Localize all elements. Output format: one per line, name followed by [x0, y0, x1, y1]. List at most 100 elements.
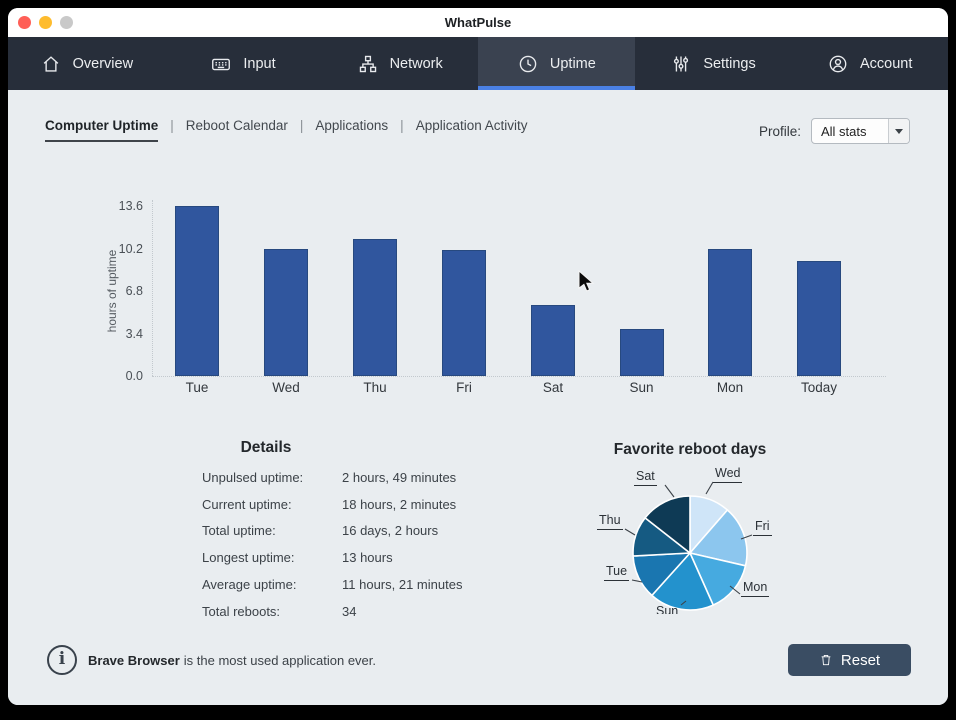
tab-network[interactable]: Network	[321, 37, 478, 90]
subnav-separator: |	[400, 118, 404, 133]
clock-icon	[519, 55, 537, 72]
tab-uptime[interactable]: Uptime	[478, 37, 635, 90]
detail-row: Longest uptime: 13 hours	[202, 544, 462, 571]
detail-label: Current uptime:	[202, 496, 292, 512]
detail-label: Total uptime:	[202, 523, 276, 539]
y-axis-line	[152, 200, 153, 376]
pie-slice-sun	[651, 552, 714, 611]
pie-slice-fri	[689, 509, 748, 567]
content-area: Computer Uptime | Reboot Calendar | Applicat…	[8, 90, 948, 705]
home-icon	[43, 55, 58, 72]
bar-thu	[353, 238, 397, 376]
detail-value: 34	[342, 603, 357, 619]
profile-label: Profile:	[758, 123, 801, 139]
pie-label-mon: Mon	[741, 580, 770, 597]
footer-message-rest: is the most used application ever.	[183, 652, 377, 668]
detail-value: 18 hours, 2 minutes	[342, 496, 457, 512]
bar-sun	[619, 328, 664, 376]
subnav-item-applications[interactable]: Applications	[315, 118, 389, 133]
sliders-icon	[674, 55, 689, 72]
window-title: WhatPulse	[444, 15, 512, 30]
keyboard-icon	[212, 58, 231, 70]
detail-row: Total uptime: 16 days, 2 hours	[202, 518, 462, 545]
tab-input[interactable]: Input	[165, 37, 322, 90]
pie-label-leader	[705, 481, 714, 495]
pie-label-fri: Fri	[753, 519, 772, 536]
detail-label: Average uptime:	[202, 577, 297, 593]
y-tick-label: 0.0	[125, 369, 143, 383]
pie-label-leader	[680, 600, 687, 606]
tab-label: Settings	[703, 55, 756, 72]
subnav-separator: |	[170, 118, 174, 133]
x-tick-label: Tue	[185, 380, 209, 395]
bar-sat	[531, 304, 575, 376]
dropdown-arrow-button[interactable]	[888, 119, 909, 143]
bar-mon	[708, 248, 752, 376]
footer-message-app: Brave Browser	[88, 652, 180, 668]
pie-label-leader	[729, 585, 741, 595]
bar-fri	[442, 249, 486, 376]
pie-title: Favorite reboot days	[613, 441, 767, 458]
network-icon	[359, 55, 376, 72]
tab-settings[interactable]: Settings	[635, 37, 792, 90]
y-tick-label: 3.4	[125, 326, 143, 341]
close-button[interactable]	[18, 16, 31, 29]
x-tick-label: Sun	[629, 380, 654, 395]
tab-label: Input	[243, 55, 276, 72]
subnav-item-application-activity[interactable]: Application Activity	[415, 118, 528, 133]
x-tick-label: Sat	[542, 380, 564, 395]
x-tick-label: Mon	[716, 380, 744, 395]
details-table: Unpulsed uptime: 2 hours, 49 minutes Curre…	[202, 464, 462, 625]
subnav-item-reboot-calendar[interactable]: Reboot Calendar	[185, 118, 288, 133]
pie-slice-sat	[644, 495, 691, 554]
info-icon: i	[47, 645, 77, 675]
reset-button-label: Reset	[840, 651, 881, 669]
pie-label-leader	[664, 484, 675, 498]
detail-value: 11 hours, 21 minutes	[342, 577, 463, 593]
profile-dropdown[interactable]: All stats	[811, 118, 910, 144]
tab-label: Uptime	[549, 55, 596, 72]
tab-overview[interactable]: Overview	[8, 37, 165, 90]
trash-icon	[821, 655, 831, 666]
tab-label: Network	[389, 55, 443, 72]
pie-label-leader	[624, 528, 636, 536]
uptime-bar-chart: hours of uptime 13.6 10.2 6.8 3.4 0.0 Tue Wed T…	[98, 198, 898, 403]
detail-value: 2 hours, 49 minutes	[342, 469, 457, 485]
x-tick-label: Today	[800, 380, 838, 395]
pie-label-leader	[631, 579, 643, 583]
footer-message: Brave Browser is the most used applicati…	[88, 645, 376, 675]
reset-button[interactable]: Reset	[788, 644, 911, 676]
bar-today	[797, 261, 841, 376]
tab-label: Account	[859, 55, 913, 72]
details-title: Details	[240, 439, 292, 456]
detail-label: Longest uptime:	[202, 550, 295, 566]
tab-label: Overview	[72, 55, 134, 72]
main-nav: Overview Input Network Uptime Settings Accoun…	[8, 37, 948, 90]
detail-row: Current uptime: 18 hours, 2 minutes	[202, 491, 462, 518]
x-tick-label: Wed	[272, 380, 300, 395]
pie-label-wed: Wed	[713, 466, 743, 483]
x-axis-line	[152, 376, 886, 377]
y-tick-label: 6.8	[125, 284, 143, 298]
pie-label-thu: Thu	[597, 513, 623, 530]
pie-svg	[624, 481, 753, 611]
bar-tue	[175, 206, 219, 376]
x-tick-label: Thu	[363, 380, 387, 395]
traffic-lights	[18, 8, 73, 37]
y-tick-label: 10.2	[118, 241, 143, 256]
detail-value: 13 hours	[342, 550, 393, 566]
zoom-button[interactable]	[60, 16, 73, 29]
tab-account[interactable]: Account	[791, 37, 948, 90]
profile-control: Profile: All stats	[759, 118, 910, 144]
minimize-button[interactable]	[39, 16, 52, 29]
subnav-item-computer-uptime[interactable]: Computer Uptime	[45, 118, 159, 142]
y-tick-label: 13.6	[118, 199, 143, 213]
user-icon	[829, 55, 847, 72]
subnav-separator: |	[299, 118, 304, 133]
pie-label-sun: Sun	[654, 604, 680, 614]
detail-label: Total reboots:	[202, 603, 281, 619]
reboot-days-pie-chart: Favorite reboot days Wed Fri Mon Sun Tue Thu S…	[560, 433, 820, 614]
detail-row: Unpulsed uptime: 2 hours, 49 minutes	[202, 464, 462, 491]
chevron-down-icon	[895, 128, 903, 134]
